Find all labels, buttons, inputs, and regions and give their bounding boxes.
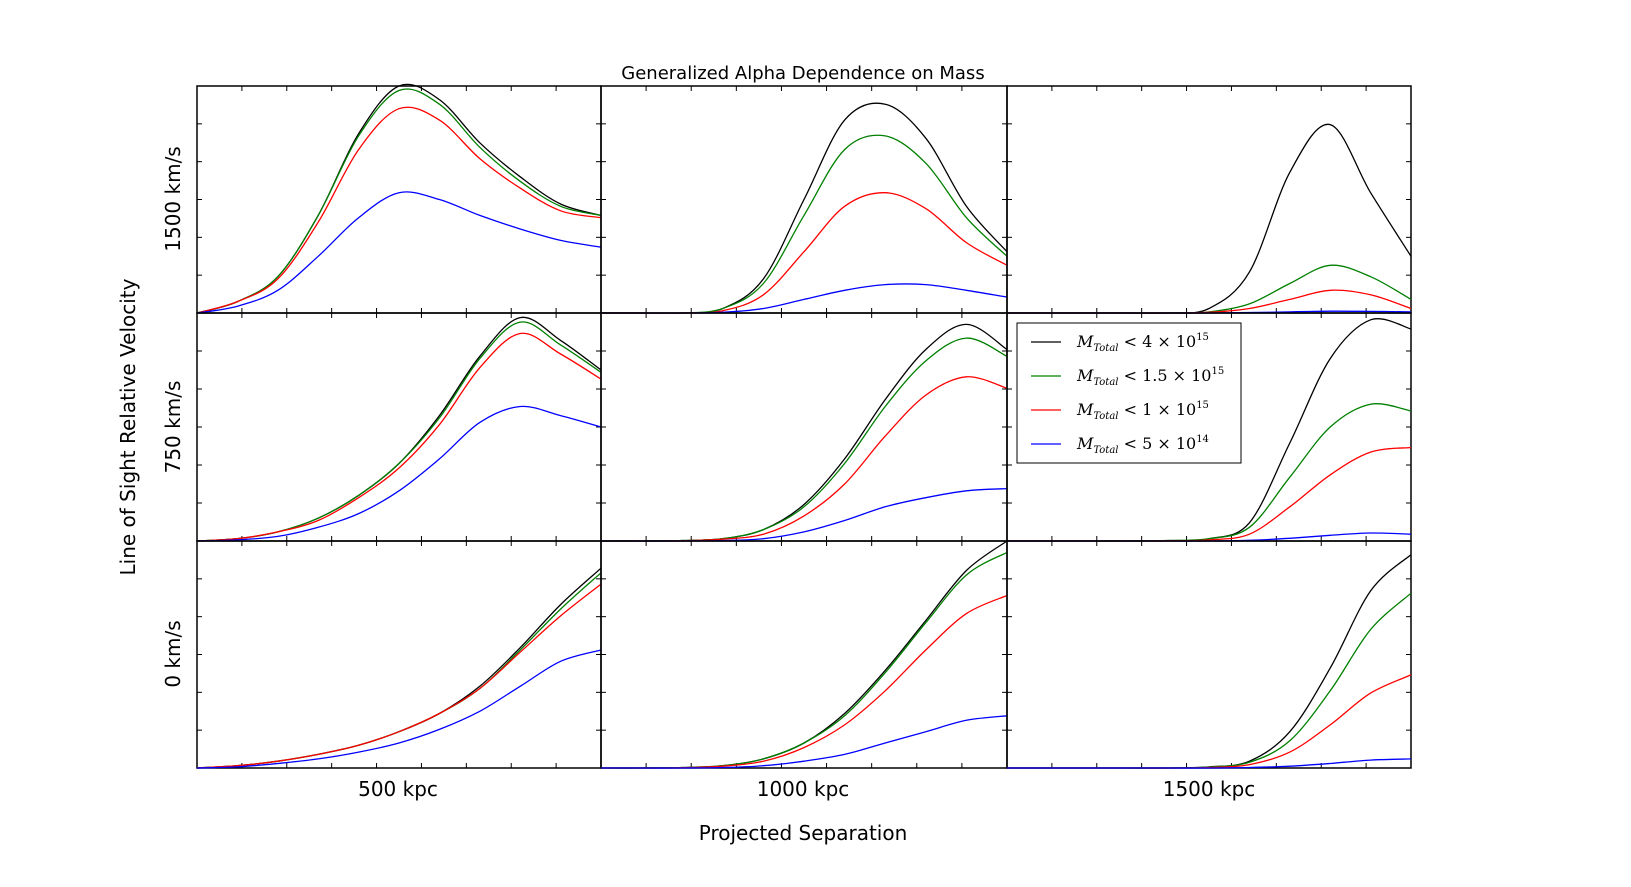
series-line-3 bbox=[600, 715, 1008, 769]
panel-r0-c1 bbox=[600, 85, 1008, 315]
legend-item-2: MTotal < 1 × 1015 bbox=[1031, 400, 1209, 422]
y-axis-label: Line of Sight Relative Velocity bbox=[116, 278, 140, 575]
panel-frame bbox=[1006, 540, 1412, 769]
chart-title: Generalized Alpha Dependence on Mass bbox=[621, 63, 984, 84]
x-axis-label: Projected Separation bbox=[699, 821, 908, 845]
series-line-1 bbox=[196, 572, 602, 769]
series-line-0 bbox=[600, 540, 1008, 769]
series-line-1 bbox=[196, 321, 602, 542]
panel-r0-c0 bbox=[196, 83, 602, 314]
legend-frame bbox=[1016, 322, 1242, 464]
legend-label: MTotal < 4 × 1015 bbox=[1076, 332, 1209, 354]
series-line-1 bbox=[600, 551, 1008, 769]
series-line-2 bbox=[196, 583, 602, 769]
panel-r1-c1 bbox=[600, 312, 1008, 542]
series-line-0 bbox=[601, 102, 1008, 315]
row-label-0: 0 km/s bbox=[161, 620, 185, 687]
series-line-2 bbox=[1007, 289, 1412, 314]
panel-r0-c2 bbox=[1006, 85, 1412, 315]
legend-label: MTotal < 5 × 1014 bbox=[1076, 434, 1209, 456]
panel-frame bbox=[196, 312, 602, 542]
series-line-2 bbox=[600, 376, 1008, 542]
row-label-1500: 1500 km/s bbox=[161, 146, 185, 251]
panel-frame bbox=[196, 85, 602, 314]
series-line-1 bbox=[196, 88, 602, 314]
col-label-500: 500 kpc bbox=[358, 777, 438, 801]
panel-r2-c1 bbox=[600, 540, 1008, 769]
series-line-3 bbox=[196, 405, 602, 542]
panel-frame bbox=[1006, 85, 1412, 314]
panel-r2-c0 bbox=[196, 540, 602, 769]
col-label-1500: 1500 kpc bbox=[1163, 777, 1256, 801]
series-line-3 bbox=[196, 649, 602, 769]
series-line-3 bbox=[196, 191, 602, 314]
series-line-3 bbox=[600, 487, 1008, 542]
series-line-1 bbox=[600, 337, 1008, 542]
series-line-0 bbox=[196, 567, 602, 769]
series-line-0 bbox=[196, 83, 602, 314]
series-line-2 bbox=[600, 594, 1008, 769]
series-line-3 bbox=[1006, 758, 1412, 769]
panel-r2-c2 bbox=[1006, 540, 1412, 769]
legend-item-1: MTotal < 1.5 × 1015 bbox=[1031, 366, 1224, 388]
legend-label: MTotal < 1.5 × 1015 bbox=[1076, 366, 1224, 388]
panel-grid bbox=[196, 83, 1412, 769]
series-line-0 bbox=[1006, 554, 1412, 769]
series-line-1 bbox=[1006, 592, 1412, 769]
legend-item-0: MTotal < 4 × 1015 bbox=[1031, 332, 1209, 354]
series-line-2 bbox=[196, 106, 602, 314]
panel-frame bbox=[600, 540, 1008, 769]
series-line-3 bbox=[601, 283, 1008, 314]
series-line-0 bbox=[600, 323, 1008, 542]
series-line-0 bbox=[196, 316, 602, 542]
series-line-2 bbox=[601, 192, 1008, 314]
series-line-1 bbox=[1007, 264, 1412, 314]
series-line-2 bbox=[1006, 674, 1412, 769]
row-label-750: 750 km/s bbox=[161, 381, 185, 474]
legend-label: MTotal < 1 × 1015 bbox=[1076, 400, 1209, 422]
legend-item-3: MTotal < 5 × 1014 bbox=[1031, 434, 1209, 456]
col-label-1000: 1000 kpc bbox=[757, 777, 850, 801]
panel-frame bbox=[196, 540, 602, 769]
panel-r1-c0 bbox=[196, 312, 602, 542]
series-line-2 bbox=[196, 332, 602, 542]
series-line-0 bbox=[1007, 123, 1412, 315]
legend: MTotal < 4 × 1015 MTotal < 1.5 × 1015 MTot… bbox=[1016, 322, 1242, 464]
